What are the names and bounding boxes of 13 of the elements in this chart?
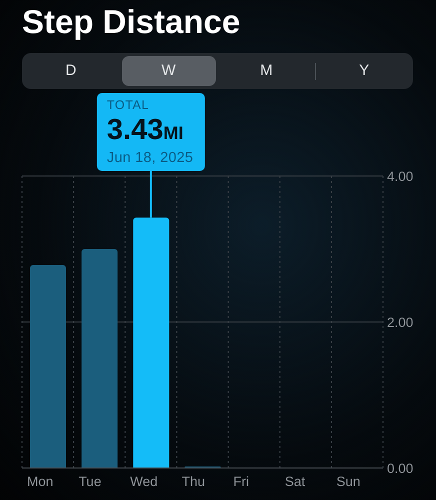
y-tick-label: 4.00 [387, 169, 414, 184]
segmented-control: D W M Y [22, 53, 413, 89]
x-tick-label: Mon [27, 474, 54, 489]
chart-title: Step Distance [22, 2, 240, 42]
x-tick-label: Thu [182, 474, 205, 489]
y-tick-label: 0.00 [387, 461, 414, 476]
y-tick-label: 2.00 [387, 315, 414, 330]
x-tick-label: Tue [78, 474, 102, 489]
annotation: TOTAL 3.43MI Jun 18, 2025 [106, 98, 194, 166]
x-tick-label: Fri [233, 474, 250, 489]
x-tick-label: Sat [284, 474, 306, 489]
x-tick-label: Sun [336, 474, 360, 489]
x-tick-label: Wed [130, 474, 158, 489]
